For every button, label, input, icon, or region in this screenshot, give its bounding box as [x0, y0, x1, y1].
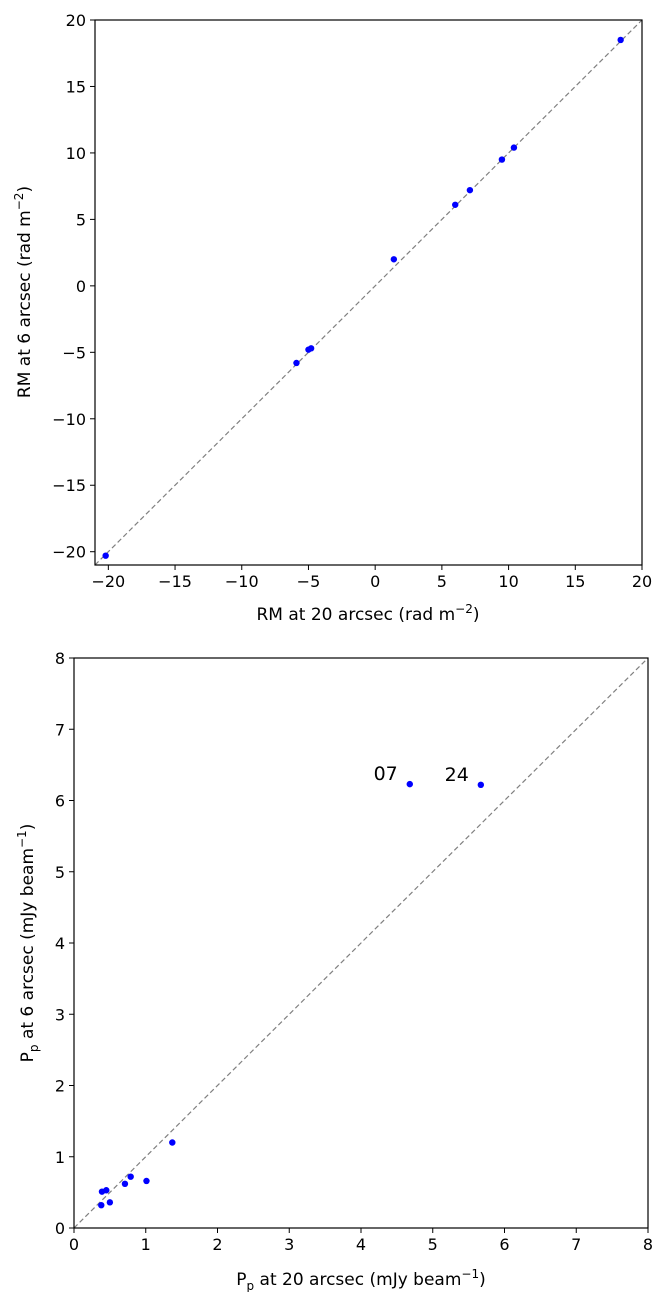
y-tick-label: 8 — [55, 649, 65, 668]
x-tick-label: 7 — [571, 1235, 581, 1254]
x-tick-label: 15 — [565, 572, 585, 591]
identity-reference-line — [94, 19, 643, 566]
y-axis-label: RM at 6 arcsec (rad m−2) — [12, 186, 35, 398]
y-tick-label: 6 — [55, 792, 65, 811]
data-point — [406, 780, 413, 788]
data-point — [510, 144, 518, 151]
x-tick-label: 0 — [370, 572, 380, 591]
y-tick-label: 2 — [55, 1077, 65, 1096]
x-tick-label: 3 — [284, 1235, 294, 1254]
data-point — [127, 1173, 134, 1180]
data-point — [498, 156, 506, 163]
data-point — [143, 1177, 150, 1185]
y-tick-label: 0 — [76, 277, 86, 296]
x-tick-label: −5 — [297, 572, 321, 591]
x-tick-label: 0 — [69, 1235, 79, 1254]
data-point — [169, 1139, 176, 1146]
x-tick-label: −20 — [91, 572, 125, 591]
x-tick-label: 1 — [141, 1235, 151, 1254]
y-tick-label: 5 — [76, 210, 86, 229]
data-point — [106, 1199, 114, 1206]
x-tick-label: 6 — [499, 1235, 509, 1254]
x-tick-label: −10 — [225, 572, 259, 591]
y-tick-label: 4 — [55, 934, 65, 953]
y-tick-label: −10 — [52, 410, 86, 429]
y-tick-label: −20 — [52, 543, 86, 562]
x-tick-label: 20 — [632, 572, 652, 591]
y-tick-label: 10 — [66, 144, 86, 163]
x-tick-label: 10 — [498, 572, 518, 591]
x-tick-label: 8 — [643, 1235, 653, 1254]
data-point — [477, 781, 485, 789]
data-point — [390, 256, 398, 263]
x-tick-label: −15 — [158, 572, 192, 591]
data-point — [293, 359, 300, 367]
identity-reference-line — [73, 657, 649, 1229]
point-annotation: 07 — [374, 763, 398, 785]
plot-frame — [94, 19, 643, 566]
data-point — [121, 1180, 129, 1188]
data-point — [452, 201, 459, 208]
y-tick-label: 1 — [55, 1148, 65, 1167]
x-tick-label: 5 — [428, 1235, 438, 1254]
data-point — [98, 1202, 105, 1209]
point-annotation: 24 — [445, 764, 469, 786]
y-tick-label: 7 — [55, 720, 65, 739]
y-tick-label: 15 — [66, 77, 86, 96]
y-tick-label: 20 — [66, 11, 86, 30]
data-point — [103, 1187, 110, 1194]
data-point — [617, 36, 624, 44]
x-axis-label: Pp at 20 arcsec (mJy beam−1) — [236, 1267, 486, 1292]
x-tick-label: 4 — [356, 1235, 366, 1254]
y-axis-label: Pp at 6 arcsec (mJy beam−1) — [15, 824, 41, 1063]
y-tick-label: −15 — [52, 476, 86, 495]
rm-scatter-chart: −20 −15 −10 −5 0 5 10 15 20 −20 −15 −10 −5 0 5 10 15 20 R… — [12, 11, 652, 625]
data-point — [466, 186, 474, 194]
x-tick-label: 2 — [212, 1235, 222, 1254]
y-tick-label: 3 — [55, 1005, 65, 1024]
y-tick-label: 0 — [55, 1219, 65, 1238]
polarized-flux-scatter-chart: 07 24 0 1 2 3 4 5 6 7 8 0 1 2 3 4 5 6 7 8 Pp at 20 arcsec … — [15, 649, 653, 1292]
data-point — [307, 345, 315, 352]
y-tick-label: 5 — [55, 863, 65, 882]
x-axis-label: RM at 20 arcsec (rad m−2) — [257, 602, 480, 625]
x-tick-label: 5 — [437, 572, 447, 591]
y-tick-label: −5 — [62, 343, 86, 362]
data-point — [102, 552, 109, 559]
